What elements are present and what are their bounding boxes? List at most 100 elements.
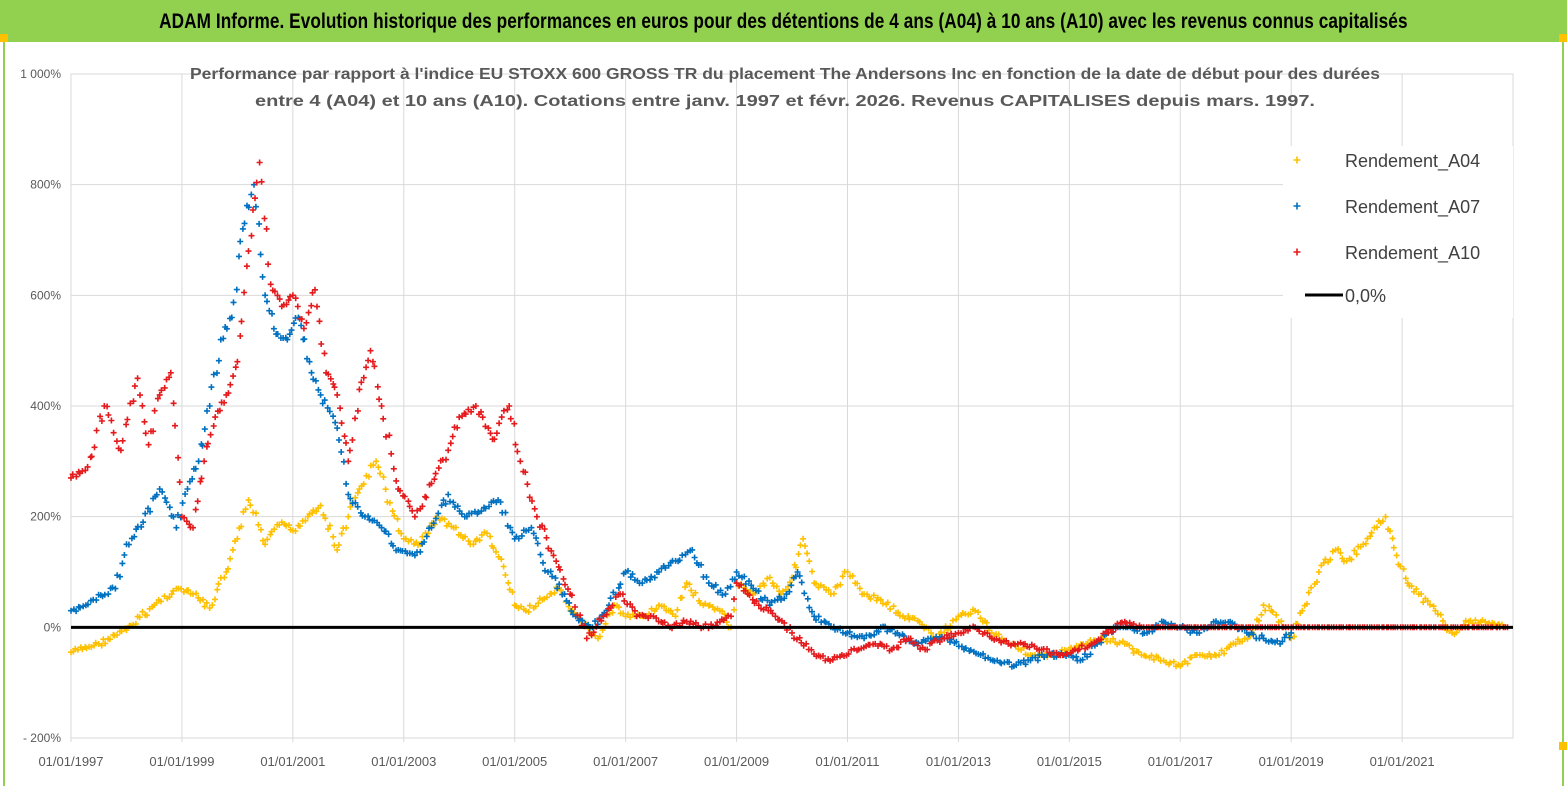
data-point bbox=[517, 458, 524, 465]
data-point bbox=[443, 456, 449, 463]
data-point bbox=[795, 551, 802, 557]
data-point bbox=[1260, 602, 1267, 609]
data-point bbox=[432, 470, 439, 477]
data-point bbox=[533, 513, 540, 520]
data-point bbox=[380, 474, 387, 480]
data-point bbox=[953, 638, 960, 645]
data-point bbox=[530, 530, 537, 537]
data-point bbox=[134, 375, 141, 382]
data-point bbox=[1446, 627, 1453, 634]
data-point bbox=[673, 620, 680, 627]
data-point bbox=[1297, 610, 1304, 617]
data-point bbox=[629, 604, 636, 611]
frame-corner-marker bbox=[1559, 742, 1567, 750]
data-point bbox=[502, 509, 509, 516]
data-point bbox=[958, 643, 965, 650]
data-point bbox=[170, 513, 177, 520]
data-point bbox=[245, 497, 252, 504]
data-point bbox=[1424, 598, 1431, 604]
data-point bbox=[849, 572, 856, 579]
data-point bbox=[1439, 617, 1446, 624]
data-point bbox=[796, 572, 803, 579]
data-point bbox=[161, 384, 168, 391]
data-point bbox=[602, 620, 609, 627]
data-point bbox=[366, 473, 372, 480]
data-point bbox=[509, 529, 516, 536]
data-point bbox=[197, 478, 204, 485]
data-point bbox=[225, 565, 231, 572]
data-point bbox=[809, 568, 815, 575]
data-point bbox=[435, 510, 442, 517]
data-point bbox=[1348, 556, 1355, 563]
data-point bbox=[258, 178, 265, 185]
data-point bbox=[301, 336, 308, 343]
data-point bbox=[500, 407, 507, 414]
x-tick-label: 01/01/2009 bbox=[704, 754, 769, 769]
data-point bbox=[511, 420, 518, 427]
data-point bbox=[755, 588, 762, 594]
x-tick-label: 01/01/1999 bbox=[149, 754, 214, 769]
data-point bbox=[371, 363, 378, 370]
data-point bbox=[221, 574, 228, 581]
data-point bbox=[500, 563, 507, 570]
data-point bbox=[1389, 535, 1396, 542]
data-point bbox=[676, 557, 683, 564]
chart-title-line: entre 4 (A04) et 10 ans (A10). Cotations… bbox=[255, 93, 1315, 110]
data-point bbox=[325, 526, 332, 533]
data-point bbox=[288, 327, 295, 334]
data-point bbox=[607, 595, 614, 602]
data-point bbox=[397, 487, 403, 494]
data-point bbox=[1074, 657, 1081, 664]
data-point bbox=[394, 515, 401, 522]
data-point bbox=[941, 635, 948, 642]
data-point bbox=[946, 634, 953, 641]
data-point bbox=[1293, 248, 1301, 256]
data-point bbox=[127, 400, 134, 407]
data-point bbox=[515, 535, 522, 542]
data-point bbox=[733, 569, 740, 575]
data-point bbox=[548, 547, 555, 554]
data-point bbox=[117, 573, 123, 580]
data-point bbox=[667, 607, 674, 614]
data-point bbox=[1250, 631, 1257, 638]
data-point bbox=[316, 318, 323, 325]
data-point bbox=[603, 611, 610, 618]
data-point bbox=[318, 341, 325, 347]
data-point bbox=[976, 628, 983, 635]
data-point bbox=[1262, 607, 1269, 614]
data-point bbox=[178, 585, 184, 592]
data-point bbox=[731, 606, 737, 613]
data-point bbox=[398, 530, 405, 537]
data-point bbox=[347, 495, 354, 502]
data-point bbox=[463, 513, 470, 520]
data-point bbox=[194, 498, 201, 505]
data-point bbox=[568, 592, 575, 599]
data-point bbox=[1059, 652, 1066, 659]
data-point bbox=[97, 413, 104, 420]
data-point bbox=[1130, 650, 1137, 656]
data-point bbox=[274, 292, 281, 299]
data-point bbox=[286, 331, 293, 338]
data-point bbox=[84, 463, 91, 470]
data-point bbox=[804, 595, 811, 602]
data-point bbox=[1119, 638, 1126, 645]
data-point bbox=[1213, 652, 1219, 659]
data-point bbox=[260, 537, 266, 544]
data-point bbox=[145, 441, 152, 448]
data-point bbox=[321, 350, 328, 357]
data-point bbox=[653, 615, 660, 621]
data-point bbox=[87, 597, 94, 604]
data-point bbox=[544, 594, 550, 601]
data-point bbox=[236, 253, 242, 260]
data-point bbox=[525, 608, 532, 615]
data-point bbox=[345, 491, 352, 498]
data-point bbox=[986, 633, 993, 640]
data-point bbox=[572, 604, 578, 610]
data-point bbox=[848, 646, 855, 653]
data-point bbox=[107, 636, 113, 643]
data-point bbox=[242, 506, 249, 513]
data-point bbox=[223, 569, 230, 575]
data-point bbox=[1126, 619, 1133, 626]
data-point bbox=[566, 599, 573, 606]
data-point bbox=[526, 602, 533, 609]
